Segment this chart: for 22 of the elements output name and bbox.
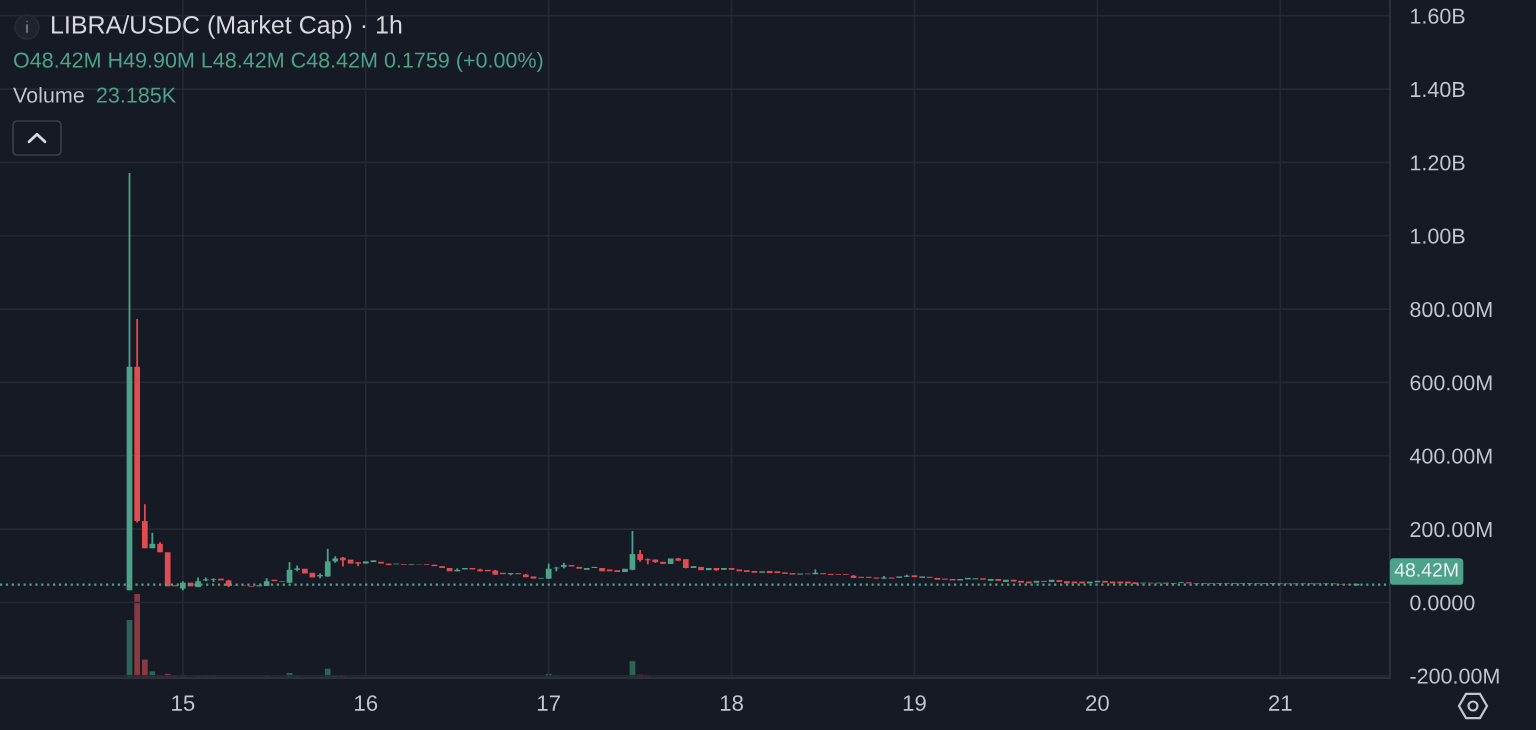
y-tick-label: 0.0000 <box>1410 595 1475 611</box>
y-tick-label: 600.00M <box>1410 375 1492 391</box>
ref-line-label: 48.42M <box>1394 562 1458 577</box>
x-tick-label: 21 <box>1269 695 1292 711</box>
text: LIBRA/USDC (Market Cap) · 1h <box>52 15 402 39</box>
y-tick-label: 1.60B <box>1411 8 1465 24</box>
y-tick-label: 800.00M <box>1410 301 1492 318</box>
y-tick-label: 200.00M <box>1410 521 1492 538</box>
y-tick-label: 1.40B <box>1411 81 1465 98</box>
x-tick-label: 16 <box>355 695 378 711</box>
y-tick-label: 400.00M <box>1409 448 1492 464</box>
annotation: Volume <box>13 86 84 103</box>
x-tick-label: 19 <box>903 695 926 711</box>
annotation: 23.185K <box>97 87 176 103</box>
text: O48.42M H49.90M L48.42M C48.42M 0.1759 (+0.00%) <box>14 51 543 73</box>
x-tick-label: 15 <box>172 695 195 711</box>
x-tick-label: 17 <box>538 695 560 711</box>
x-tick-label: 20 <box>1086 695 1109 711</box>
y-tick-label: 1.20B <box>1411 155 1465 171</box>
x-tick-label: 18 <box>720 695 743 711</box>
y-tick-label: 1.00B <box>1411 228 1465 244</box>
y-tick-label: -200.00M <box>1410 668 1499 684</box>
